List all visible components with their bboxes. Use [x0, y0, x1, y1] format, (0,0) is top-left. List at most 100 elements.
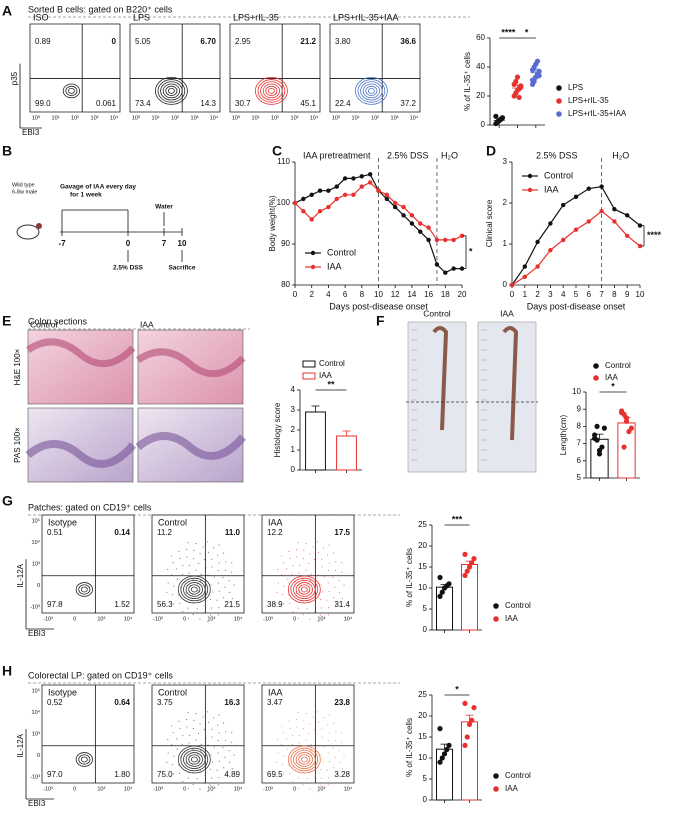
- y-tick-label: 40: [476, 62, 485, 71]
- event-dot: [172, 603, 175, 605]
- data-point: [439, 589, 445, 595]
- phase-label: H₂O: [441, 150, 458, 160]
- event-dot: [199, 723, 201, 725]
- series-point: [573, 194, 579, 200]
- event-dot: [327, 724, 329, 726]
- flow-x-tick: 0: [293, 786, 296, 792]
- contour: [165, 85, 178, 96]
- event-dot: [192, 748, 194, 750]
- flow-x-tick: 10⁴: [310, 114, 319, 121]
- plot-name: ISO: [33, 12, 49, 22]
- event-dot: [312, 716, 314, 718]
- data-point: [621, 444, 627, 450]
- plot-name: LPS: [133, 12, 150, 22]
- quadrant-value: 21.2: [300, 37, 316, 46]
- bar: [590, 438, 609, 479]
- legend-swatch: [302, 360, 316, 368]
- event-dot: [305, 739, 307, 741]
- data-point: [594, 423, 600, 429]
- flow-x-tick: 10⁴: [344, 615, 353, 622]
- flow-x-tick: 10⁴: [234, 785, 243, 792]
- event-dot: [341, 732, 343, 734]
- series-point: [522, 264, 527, 269]
- x-tick-label: 20: [458, 290, 467, 299]
- contour: [357, 79, 386, 103]
- y-tick-label: 10: [572, 387, 581, 396]
- significance-label: ****: [647, 230, 662, 240]
- event-dot: [317, 620, 319, 623]
- event-dot: [217, 724, 219, 726]
- event-dot: [288, 720, 290, 723]
- flow-x-tick: 0: [183, 786, 186, 792]
- event-dot: [277, 568, 279, 571]
- y-tick-label: 0: [291, 465, 296, 474]
- tissue: [135, 432, 247, 460]
- event-dot: [192, 578, 194, 580]
- panel-label: E: [2, 313, 11, 329]
- event-dot: [327, 569, 329, 572]
- x-tick-label: 7: [599, 290, 604, 299]
- event-dot: [282, 773, 285, 775]
- contour: [62, 83, 81, 99]
- colon: [502, 326, 519, 441]
- contour: [80, 586, 88, 593]
- event-dot: [302, 557, 304, 560]
- significance-label: *: [525, 27, 529, 37]
- event-dot: [178, 720, 180, 723]
- event-dot: [328, 590, 330, 592]
- series-point: [451, 237, 456, 243]
- y-axis-label: % of IL-35⁺ cells: [405, 718, 414, 777]
- contour: [365, 85, 378, 96]
- event-dot: [309, 618, 311, 620]
- y-tick-label: 25: [418, 690, 427, 699]
- event-dot: [334, 586, 336, 588]
- event-dot: [171, 764, 174, 766]
- quadrant-value: 1.52: [114, 600, 130, 609]
- flow-plot: [151, 684, 245, 784]
- series-point: [459, 266, 465, 271]
- contour: [290, 747, 319, 772]
- contour: [65, 85, 78, 96]
- event-dot: [321, 566, 323, 568]
- event-dot: [295, 548, 298, 551]
- event-dot: [334, 569, 337, 571]
- event-dot: [222, 552, 225, 554]
- contour: [367, 87, 375, 94]
- colon-photo: [477, 321, 537, 473]
- quadrant-value: 2.95: [235, 37, 251, 46]
- event-dot: [172, 773, 175, 775]
- quadrant-value: 3.47: [267, 698, 283, 707]
- event-dot: [204, 774, 206, 777]
- event-dot: [171, 574, 173, 576]
- event-dot: [211, 558, 213, 560]
- panel-title: Colorectal LP: gated on CD19⁺ cells: [28, 670, 173, 680]
- event-dot: [197, 760, 199, 762]
- series-line: [511, 210, 641, 286]
- contour: [254, 76, 288, 105]
- legend-marker: [527, 173, 533, 179]
- flow-x-tick: 0: [293, 616, 296, 622]
- event-dot: [323, 576, 325, 578]
- event-dot: [295, 592, 297, 594]
- y-tick-label: 2: [291, 425, 296, 434]
- event-dot: [338, 749, 340, 752]
- event-dot: [224, 586, 226, 588]
- event-dot: [192, 727, 194, 730]
- event-dot: [319, 614, 322, 616]
- event-dot: [334, 756, 336, 758]
- flow-x-tick: 10³: [207, 786, 215, 792]
- y-tick-label: 5: [423, 604, 428, 613]
- legend-marker: [310, 264, 316, 270]
- event-dot: [312, 546, 314, 548]
- y-axis-label: Clinical score: [485, 199, 494, 247]
- series-point: [359, 184, 364, 189]
- series-point: [535, 239, 540, 245]
- quadrant-value: 45.1: [300, 99, 316, 108]
- tissue: [25, 440, 137, 468]
- event-dot: [322, 717, 325, 719]
- quadrant-value: 30.7: [235, 99, 251, 108]
- event-dot: [302, 613, 304, 616]
- flow-y-tick: 0: [37, 753, 40, 759]
- event-dot: [231, 562, 233, 564]
- event-dot: [209, 614, 212, 616]
